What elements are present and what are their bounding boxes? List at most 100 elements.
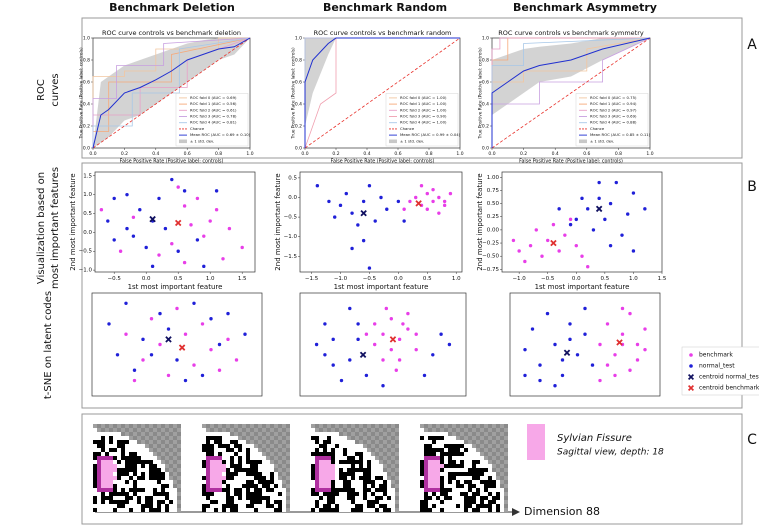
pixel <box>464 488 468 492</box>
point <box>214 208 219 212</box>
pixel <box>165 456 169 460</box>
pixel <box>363 464 367 468</box>
pixel <box>133 508 137 512</box>
pixel <box>105 440 109 444</box>
pixel <box>97 472 101 476</box>
point <box>344 191 348 196</box>
chart: ROC curve controls vs benchmark random0.… <box>291 29 464 165</box>
pixel <box>379 500 383 504</box>
pixel <box>226 492 230 496</box>
y-tick-label: 0.4 <box>482 102 489 108</box>
pixel <box>226 432 230 436</box>
pixel <box>270 468 274 472</box>
pixel <box>133 496 137 500</box>
pixel <box>286 492 290 496</box>
pixel <box>504 444 508 448</box>
pixel <box>210 500 214 504</box>
roc-line <box>304 37 461 149</box>
pixel <box>452 484 456 488</box>
pixel <box>145 440 149 444</box>
pixel <box>226 472 230 476</box>
pixel <box>371 424 375 428</box>
pixel <box>226 448 230 452</box>
pixel <box>351 488 355 492</box>
pixel <box>218 460 222 464</box>
legend-label: benchmark <box>699 352 733 359</box>
pixel <box>323 424 327 428</box>
pixel <box>226 508 230 512</box>
y-tick-label: 0.50 <box>487 201 500 207</box>
pixel <box>488 444 492 448</box>
pixel <box>113 456 117 460</box>
pixel <box>347 448 351 452</box>
pixel <box>149 480 153 484</box>
pixel <box>355 508 359 512</box>
point <box>422 373 427 378</box>
pixel <box>157 508 161 512</box>
pixel <box>278 452 282 456</box>
pixel <box>113 432 117 436</box>
pixel <box>488 504 492 508</box>
arrow-head <box>512 508 520 516</box>
pixel <box>242 488 246 492</box>
pixel <box>274 476 278 480</box>
pixel <box>492 456 496 460</box>
pixel <box>347 452 351 456</box>
pixel <box>137 468 141 472</box>
pixel <box>440 504 444 508</box>
pixel <box>420 472 424 476</box>
pixel <box>448 476 452 480</box>
pixel <box>206 496 210 500</box>
pixel <box>480 456 484 460</box>
pixel <box>282 452 286 456</box>
pixel <box>125 484 129 488</box>
pixel <box>226 468 230 472</box>
pixel <box>250 452 254 456</box>
pixel <box>387 464 391 468</box>
pixel <box>153 468 157 472</box>
pixel <box>424 432 428 436</box>
pixel <box>153 492 157 496</box>
pixel <box>157 456 161 460</box>
pixel <box>351 444 355 448</box>
pixel <box>113 452 117 456</box>
x-tick-label: 0.6 <box>583 151 590 157</box>
pixel <box>311 444 315 448</box>
pixel <box>97 456 101 460</box>
pixel <box>121 484 125 488</box>
pixel <box>145 500 149 504</box>
pixel <box>391 472 395 476</box>
point <box>397 337 402 342</box>
pixel <box>202 500 206 504</box>
pixel <box>274 492 278 496</box>
pixel <box>359 488 363 492</box>
pixel <box>383 424 387 428</box>
pixel <box>258 500 262 504</box>
point <box>628 368 632 372</box>
pixel <box>202 492 206 496</box>
legend-box <box>385 93 459 147</box>
pixel <box>480 460 484 464</box>
pixel <box>484 460 488 464</box>
pixel <box>121 496 125 500</box>
pixel <box>428 464 432 468</box>
x-axis-label: 1st most important feature <box>334 283 429 291</box>
pixel <box>488 488 492 492</box>
pixel <box>149 432 153 436</box>
point <box>367 184 372 188</box>
pixel <box>282 476 286 480</box>
pixel <box>428 496 432 500</box>
pixel <box>383 460 387 464</box>
pixel <box>484 424 488 428</box>
pixel <box>432 504 436 508</box>
pixel <box>355 484 359 488</box>
point <box>546 238 550 243</box>
pixel <box>274 464 278 468</box>
pixel <box>230 464 234 468</box>
pixel <box>161 460 165 464</box>
pixel <box>121 480 125 484</box>
pixel <box>157 452 161 456</box>
pixel <box>323 492 327 496</box>
pixel <box>480 468 484 472</box>
pixel <box>319 452 323 456</box>
